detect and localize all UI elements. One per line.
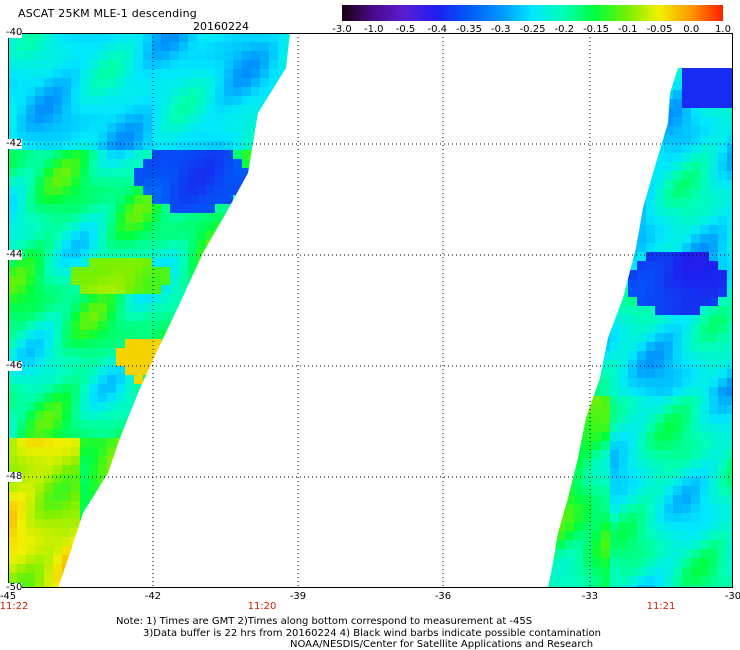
- lat-label: -44: [6, 249, 23, 260]
- note-line-3: NOAA/NESDIS/Center for Satellite Applica…: [290, 639, 594, 650]
- colorbar-tick-label: -0.4: [427, 24, 448, 35]
- left-swath: [8, 33, 290, 588]
- lat-label: -48: [6, 471, 23, 482]
- colorbar-tick-label: -0.25: [519, 24, 546, 35]
- colorbar-tick-label: -3.0: [332, 24, 352, 35]
- colorbar-tick-label: -1.0: [363, 24, 384, 35]
- colorbar-tick-label: -0.2: [554, 24, 575, 35]
- chart-title: ASCAT 25KM MLE-1 descending: [18, 7, 197, 20]
- colorbar: [342, 5, 723, 21]
- time-label: 11:21: [646, 601, 676, 612]
- colorbar-tick-label: -0.1: [617, 24, 638, 35]
- lat-label: -42: [6, 138, 23, 149]
- chart-date: 20160224: [193, 20, 249, 33]
- plot-frame: [8, 33, 733, 588]
- lon-label: -36: [434, 591, 452, 602]
- colorbar-tick-label: -0.5: [395, 24, 416, 35]
- right-swath: [548, 68, 733, 588]
- colorbar-gradient: [342, 5, 723, 21]
- time-label: 11:20: [247, 601, 277, 612]
- gridlines: [8, 33, 733, 588]
- lat-label: -46: [6, 360, 23, 371]
- colorbar-tick-label: 1.0: [715, 24, 731, 35]
- note-line-2: 3)Data buffer is 22 hrs from 20160224 4)…: [143, 628, 601, 639]
- lon-label: -30: [724, 591, 740, 602]
- lon-label: -33: [581, 591, 599, 602]
- lat-label: -40: [6, 27, 23, 38]
- map-plot: [8, 33, 733, 588]
- lon-label: -39: [289, 591, 307, 602]
- lon-label: -42: [144, 591, 162, 602]
- colorbar-tick-label: 0.0: [683, 24, 700, 35]
- colorbar-tick-label: -0.05: [646, 24, 673, 35]
- colorbar-tick-label: -0.3: [490, 24, 511, 35]
- colorbar-tick-label: -0.15: [583, 24, 609, 35]
- time-label: 11:22: [0, 601, 29, 612]
- lat-label: -50: [6, 582, 23, 593]
- colorbar-tick-label: -0.35: [456, 24, 482, 35]
- note-line-1: Note: 1) Times are GMT 2)Times along bot…: [116, 616, 533, 627]
- lon-label: -45: [0, 591, 17, 602]
